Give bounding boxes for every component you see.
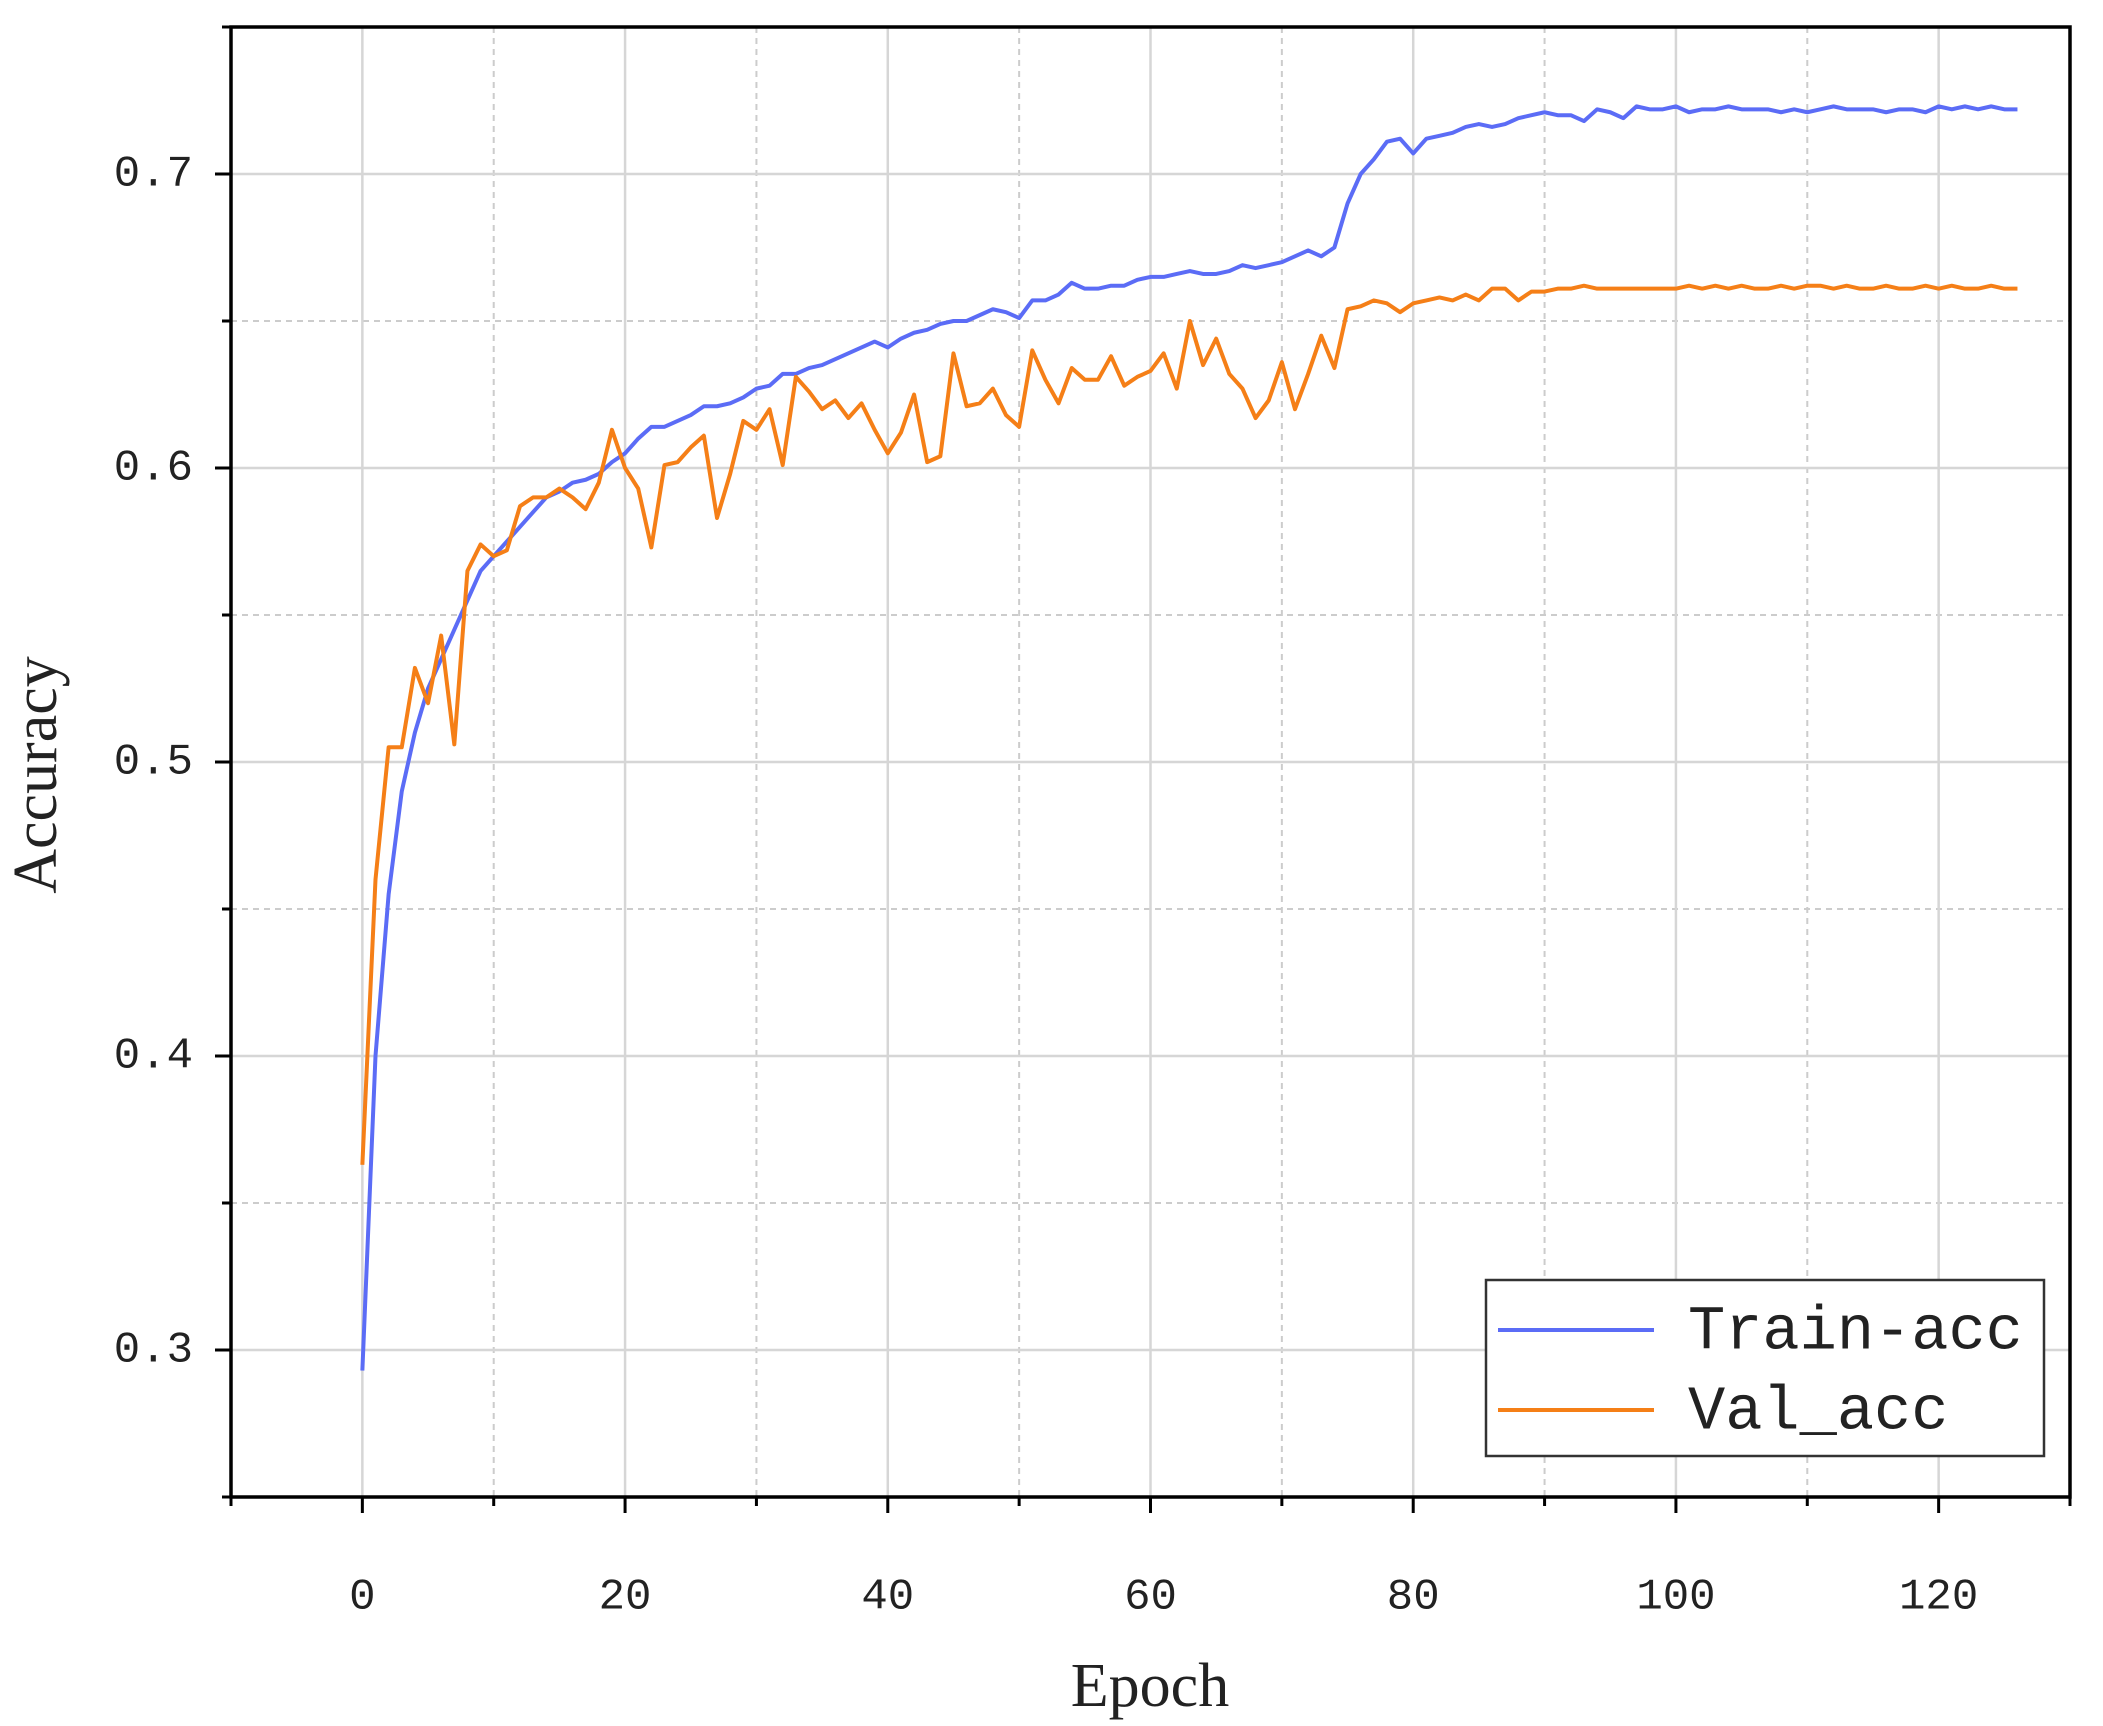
y-tick-label: 0.6 [114, 444, 193, 494]
x-tick-label: 60 [1124, 1573, 1177, 1623]
plot-frame [229, 25, 2072, 1499]
legend-label: Val_acc [1688, 1376, 1948, 1447]
series-line [360, 104, 2018, 1371]
y-tick-label: 0.3 [114, 1326, 193, 1376]
x-tick-label: 0 [349, 1573, 375, 1623]
x-tick-label: 80 [1387, 1573, 1440, 1623]
x-tick-label: 20 [599, 1573, 652, 1623]
x-axis-title: Epoch [1071, 1652, 1229, 1720]
x-tick-label: 40 [861, 1573, 914, 1623]
x-tick-label: 120 [1899, 1573, 1978, 1623]
y-axis-title: Accuracy [2, 656, 70, 894]
x-tick-label: 100 [1636, 1573, 1715, 1623]
legend-label: Train-acc [1688, 1296, 2023, 1367]
series-line [360, 283, 2018, 1165]
y-tick-label: 0.4 [114, 1032, 193, 1082]
y-tick-label: 0.5 [114, 738, 193, 788]
legend-box [1484, 1278, 2046, 1458]
y-tick-label: 0.7 [114, 150, 193, 200]
